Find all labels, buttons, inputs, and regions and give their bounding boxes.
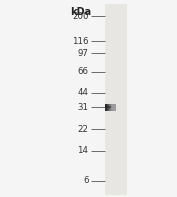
Bar (108, 104, 109, 111)
Bar (105, 4, 127, 195)
Bar (107, 104, 108, 111)
Text: 31: 31 (78, 103, 88, 112)
Bar (105, 104, 106, 111)
Bar (106, 104, 107, 111)
Bar (105, 104, 106, 111)
Bar (115, 104, 116, 111)
Bar (106, 104, 107, 111)
Text: 97: 97 (78, 49, 88, 58)
Text: kDa: kDa (70, 7, 91, 17)
Bar (105, 108, 111, 109)
Bar (105, 109, 111, 110)
Bar (105, 106, 111, 107)
Text: 6: 6 (83, 176, 88, 185)
Bar (112, 104, 113, 111)
Bar (109, 104, 110, 111)
Text: 44: 44 (78, 88, 88, 97)
Bar (105, 110, 111, 111)
Bar (105, 106, 111, 107)
Bar (105, 107, 111, 108)
Text: 66: 66 (78, 67, 88, 76)
Bar (114, 104, 115, 111)
Bar (114, 104, 115, 111)
Text: 200: 200 (72, 12, 88, 21)
Bar (113, 104, 114, 111)
Bar (105, 105, 111, 106)
Bar (105, 110, 111, 111)
Text: 14: 14 (78, 146, 88, 155)
Bar (107, 104, 108, 111)
Text: 22: 22 (78, 125, 88, 134)
Bar (105, 107, 111, 108)
Bar (110, 104, 111, 111)
Bar (105, 109, 111, 110)
Bar (111, 104, 112, 111)
Bar (115, 104, 116, 111)
Bar (105, 104, 111, 105)
Bar (105, 104, 111, 105)
Bar (105, 103, 111, 104)
Text: 116: 116 (72, 37, 88, 46)
